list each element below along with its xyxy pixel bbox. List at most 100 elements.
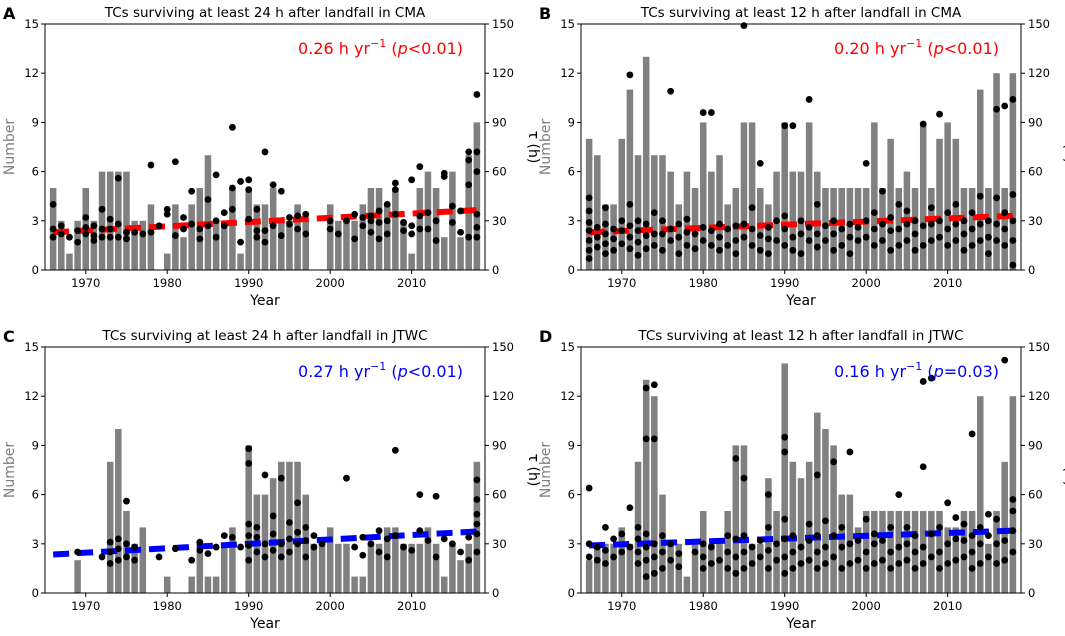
tau-point-b-152 xyxy=(985,233,992,241)
tau-point-d-115 xyxy=(911,532,919,539)
bar-d-1970 xyxy=(618,527,625,593)
tau-point-d-100 xyxy=(870,540,878,548)
bar-a-2008 xyxy=(392,188,399,270)
panel-title-c: TCs surviving at least 24 h after landfa… xyxy=(101,328,427,344)
tau-point-d-118 xyxy=(919,463,927,471)
bar-b-2007 xyxy=(919,122,927,271)
tau-point-a-113 xyxy=(473,91,481,98)
tau-point-d-137 xyxy=(968,532,976,539)
tau-point-c-35 xyxy=(269,546,277,554)
bar-d-2014 xyxy=(977,396,984,593)
tau-point-b-60 xyxy=(724,225,732,233)
annotation-rate-c: 0.27 h yr xyxy=(298,362,370,381)
tau-point-d-97 xyxy=(862,548,870,556)
tau-point-a-52 xyxy=(245,215,253,223)
tau-point-c-57 xyxy=(367,540,375,548)
bar-c-2008 xyxy=(392,527,399,593)
x-tick-label-c-2000: 2000 xyxy=(316,599,345,613)
tau-point-b-45 xyxy=(683,242,691,249)
tau-point-a-0 xyxy=(49,233,57,241)
tau-point-b-94 xyxy=(822,237,829,244)
tau-point-b-146 xyxy=(968,225,976,233)
tau-point-b-15 xyxy=(610,246,617,254)
tau-point-a-80 xyxy=(367,228,375,236)
tau-point-d-95 xyxy=(854,537,862,544)
tau-point-a-81 xyxy=(367,212,375,220)
bar-c-2006 xyxy=(375,543,383,593)
tau-point-a-62 xyxy=(269,222,277,230)
bar-b-1975 xyxy=(659,155,666,270)
right-tick-label-c-90: 90 xyxy=(492,438,507,452)
right-tick-label-b-90: 90 xyxy=(1028,115,1043,129)
tau-point-a-59 xyxy=(261,227,269,235)
tau-point-d-72 xyxy=(789,532,797,539)
bar-a-2013 xyxy=(432,188,440,270)
tau-point-a-46 xyxy=(220,209,228,217)
trend-annotation-a: 0.26 h yr−1 (p<0.01) xyxy=(298,37,463,58)
right-axis-label-a: τ (h) xyxy=(525,131,541,164)
tau-point-a-20 xyxy=(114,233,122,241)
tau-point-b-75 xyxy=(765,223,772,231)
tau-point-d-40 xyxy=(707,560,715,567)
tau-point-a-8 xyxy=(82,230,90,238)
right-tick-label-c-30: 30 xyxy=(492,537,507,551)
left-axis-label-c: Number xyxy=(2,442,18,498)
bar-b-1985 xyxy=(740,122,748,271)
bar-b-2012 xyxy=(960,188,968,270)
tau-point-d-88 xyxy=(838,565,846,572)
bar-c-2011 xyxy=(416,543,424,593)
tau-point-b-63 xyxy=(732,222,740,230)
tau-point-b-68 xyxy=(748,225,756,233)
tau-point-c-29 xyxy=(253,548,261,556)
tau-point-b-9 xyxy=(593,223,601,231)
tau-point-d-150 xyxy=(1001,356,1009,364)
annotation-p-b: p xyxy=(933,39,944,58)
left-tick-label-c-9: 9 xyxy=(32,438,39,452)
tau-point-d-128 xyxy=(944,499,952,507)
tau-point-c-48 xyxy=(302,537,310,544)
bar-c-1974 xyxy=(115,429,122,593)
tau-point-c-73 xyxy=(457,548,464,556)
tau-point-d-75 xyxy=(805,556,813,564)
tau-point-a-6 xyxy=(74,227,81,235)
tau-point-c-72 xyxy=(449,540,456,548)
tau-point-d-149 xyxy=(1001,537,1009,544)
bar-c-1985 xyxy=(204,576,212,593)
tau-point-b-27 xyxy=(634,238,642,246)
bar-b-1998 xyxy=(846,188,854,270)
annotation-exponent-a: −1 xyxy=(370,37,386,50)
tau-point-d-82 xyxy=(822,560,829,567)
tau-point-d-39 xyxy=(699,540,707,548)
trend-annotation-b: 0.20 h yr−1 (p<0.01) xyxy=(834,37,999,58)
tau-point-d-15 xyxy=(634,548,642,556)
tau-point-a-118 xyxy=(473,233,481,241)
tau-point-d-16 xyxy=(634,535,642,543)
tau-point-b-165 xyxy=(1009,191,1017,198)
bar-c-1986 xyxy=(212,576,220,593)
bar-a-1989 xyxy=(237,253,244,270)
tau-point-a-56 xyxy=(253,233,261,241)
bar-a-1976 xyxy=(131,220,138,270)
tau-point-b-22 xyxy=(626,233,634,241)
tau-point-d-3 xyxy=(593,556,601,564)
tau-point-b-66 xyxy=(740,220,748,228)
tau-point-a-76 xyxy=(351,235,359,243)
left-tick-label-b-15: 15 xyxy=(560,17,575,31)
x-tick-label-c-1970: 1970 xyxy=(71,599,100,613)
tau-point-a-111 xyxy=(465,233,473,241)
bar-a-1972 xyxy=(98,171,106,270)
tau-point-b-126 xyxy=(911,217,919,225)
tau-point-b-162 xyxy=(1009,261,1017,269)
annotation-exponent-b: −1 xyxy=(906,37,922,50)
tau-point-b-76 xyxy=(773,237,780,244)
bar-a-2006 xyxy=(375,188,383,270)
tau-point-b-147 xyxy=(968,209,976,217)
right-tick-label-a-30: 30 xyxy=(492,214,507,228)
bar-c-2005 xyxy=(367,543,375,593)
tau-point-a-115 xyxy=(473,168,481,176)
tau-point-b-4 xyxy=(585,219,593,226)
tau-point-c-76 xyxy=(473,548,481,556)
tau-point-a-19 xyxy=(106,215,114,223)
tau-point-b-164 xyxy=(1009,217,1017,225)
bar-d-1994 xyxy=(814,412,821,593)
